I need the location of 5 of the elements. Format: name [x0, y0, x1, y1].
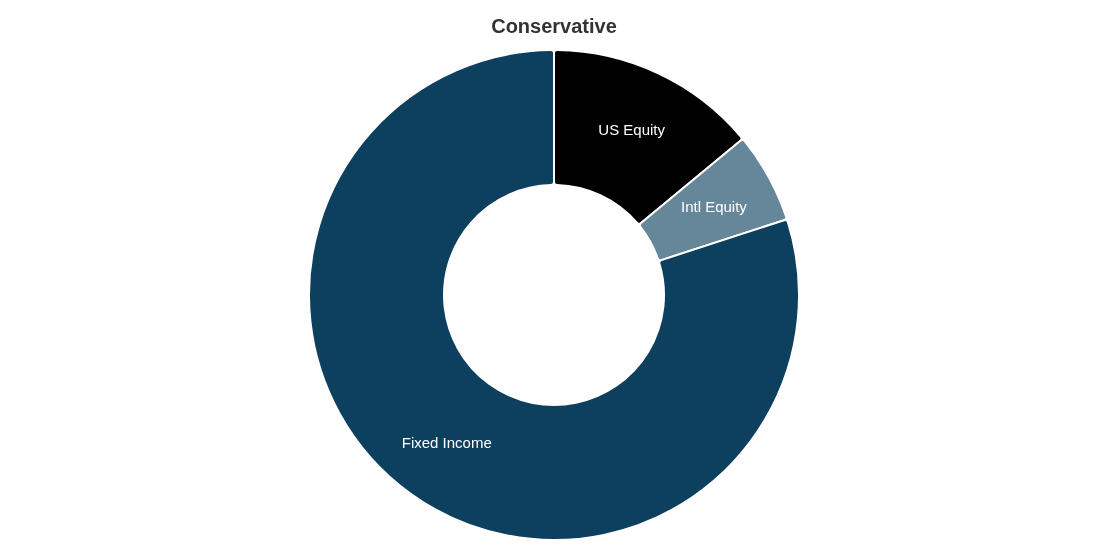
- donut-slice: [308, 49, 800, 541]
- slice-label: Fixed Income: [401, 433, 492, 451]
- chart-title: Conservative: [491, 15, 617, 37]
- slice-label: Intl Equity: [680, 198, 748, 216]
- slice-label: US Equity: [598, 121, 666, 139]
